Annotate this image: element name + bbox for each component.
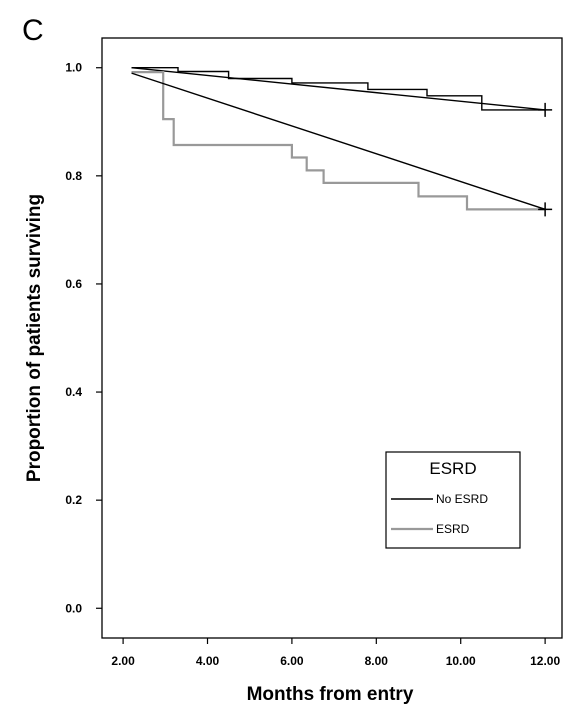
legend-label-esrd: ESRD [436,522,470,536]
legend-label-no-esrd: No ESRD [436,492,488,506]
x-tick-label: 4.00 [196,654,220,668]
x-tick-label: 2.00 [111,654,135,668]
km-curve-no-esrd [131,66,546,111]
x-tick-label: 6.00 [280,654,304,668]
x-tick-label: 12.00 [530,654,560,668]
censor-mark-no-esrd [538,102,553,117]
y-axis-title: Proportion of patients surviving [24,194,45,482]
km-curve-esrd [131,70,546,211]
y-tick-label: 0.2 [65,493,82,507]
y-tick-label: 1.0 [65,61,82,75]
censor-mark-esrd [538,202,553,217]
trend-line-no-esrd [131,67,546,111]
x-tick-label: 8.00 [365,654,389,668]
plot-frame [101,37,563,639]
y-tick-label: 0.0 [65,601,82,615]
y-tick-label: 0.4 [65,385,82,399]
legend-box [385,451,521,549]
panel-letter: C [22,14,44,47]
x-axis-title: Months from entry [247,684,414,705]
y-tick-label: 0.8 [65,169,82,183]
x-tick-label: 10.00 [446,654,476,668]
trend-line-esrd [131,72,546,211]
series-layer [131,66,553,217]
legend: ESRD No ESRD ESRD [385,451,521,549]
axis-ticks: 2.00 4.00 6.00 8.00 10.00 12.00 0.0 0.2 0.4 0.6 0.… [65,61,560,668]
y-tick-label: 0.6 [65,277,82,291]
legend-title: ESRD [429,459,476,478]
